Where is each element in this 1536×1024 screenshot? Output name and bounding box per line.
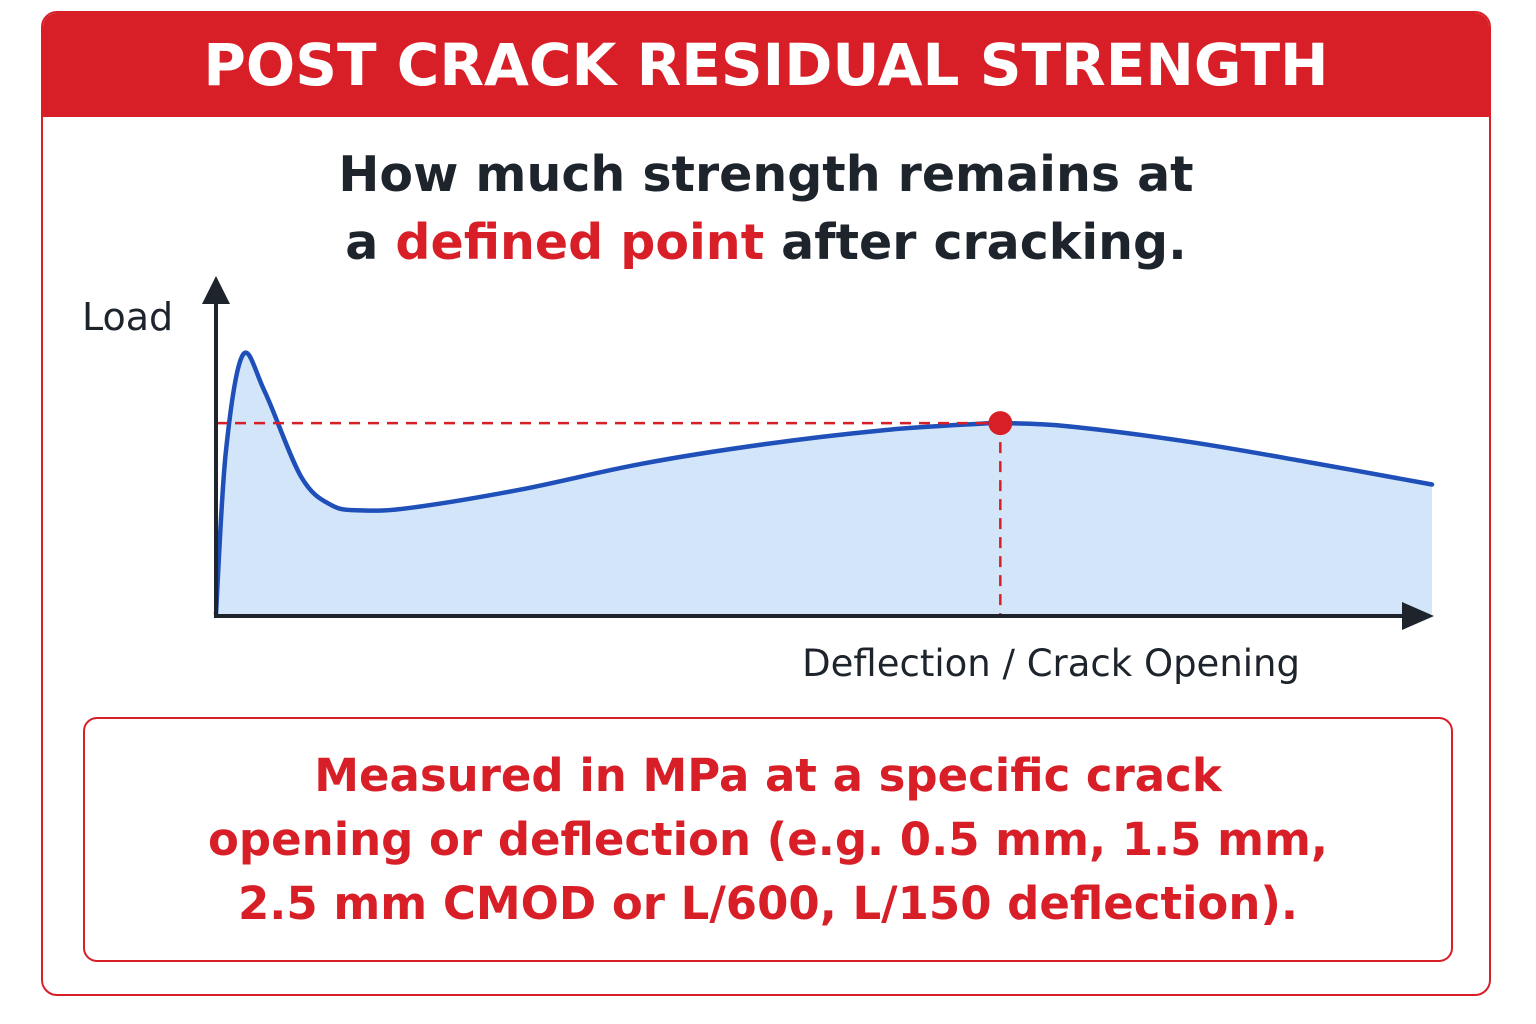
curve-area-fill [216, 352, 1432, 614]
measurement-note-box: Measured in MPa at a specific crack open… [83, 717, 1453, 962]
x-axis-label: Deflection / Crack Opening [802, 642, 1300, 685]
residual-strength-point-marker [988, 411, 1013, 436]
note-line-2: opening or deflection (e.g. 0.5 mm, 1.5 … [208, 812, 1328, 866]
subtitle-suffix: after cracking. [764, 214, 1187, 271]
subtitle-line-1: How much strength remains at [338, 146, 1194, 203]
page-title: POST CRACK RESIDUAL STRENGTH [203, 31, 1329, 99]
note-line-3: 2.5 mm CMOD or L/600, L/150 deflection). [237, 876, 1299, 930]
subtitle-prefix: a [345, 214, 396, 271]
y-axis-label: Load [82, 295, 173, 339]
note-line-1: Measured in MPa at a specific crack [314, 748, 1222, 802]
measurement-note: Measured in MPa at a specific crack open… [208, 744, 1328, 936]
y-axis-arrow-icon [202, 276, 230, 304]
subtitle: How much strength remains at a defined p… [43, 141, 1489, 277]
x-axis-arrow-icon [1402, 602, 1434, 630]
load-curve [213, 350, 1435, 617]
subtitle-line-2: a defined point after cracking. [43, 209, 1489, 277]
title-banner: POST CRACK RESIDUAL STRENGTH [43, 13, 1489, 117]
subtitle-highlight: defined point [395, 214, 765, 271]
